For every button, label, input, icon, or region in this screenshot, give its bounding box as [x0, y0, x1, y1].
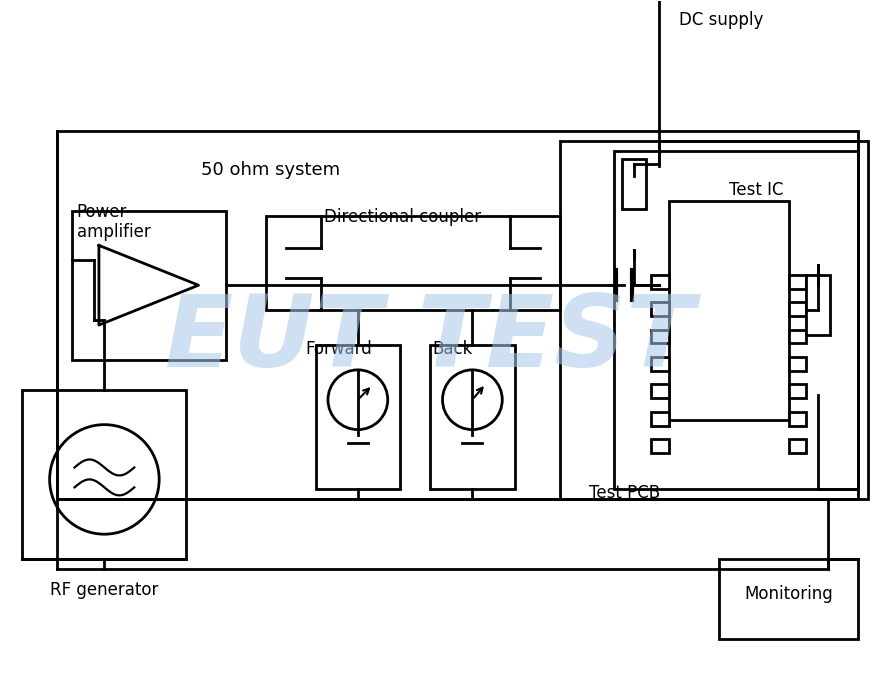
- Bar: [789, 384, 806, 398]
- Text: EUT TEST: EUT TEST: [166, 291, 695, 388]
- Text: Test PCB: Test PCB: [589, 485, 661, 502]
- Bar: [651, 384, 669, 398]
- Text: 50 ohm system: 50 ohm system: [201, 160, 340, 179]
- Bar: [57, 131, 859, 499]
- Bar: [651, 330, 669, 344]
- Bar: [789, 439, 806, 453]
- Bar: [651, 357, 669, 371]
- Bar: [719, 559, 859, 639]
- Text: Directional coupler: Directional coupler: [324, 208, 481, 226]
- Text: RF generator: RF generator: [51, 581, 159, 599]
- Bar: [22, 390, 186, 559]
- Text: Back: Back: [432, 340, 472, 358]
- Bar: [651, 302, 669, 316]
- Bar: [266, 216, 560, 310]
- Text: Power
amplifier: Power amplifier: [76, 203, 151, 241]
- Bar: [789, 412, 806, 426]
- Bar: [651, 275, 669, 288]
- Bar: [622, 159, 646, 208]
- Bar: [651, 439, 669, 453]
- Bar: [430, 345, 515, 489]
- Bar: [614, 151, 859, 489]
- Bar: [315, 345, 400, 489]
- Text: DC supply: DC supply: [679, 11, 764, 30]
- Bar: [560, 141, 868, 499]
- Text: Monitoring: Monitoring: [744, 585, 833, 603]
- Text: Test IC: Test IC: [729, 181, 783, 199]
- Bar: [651, 412, 669, 426]
- Bar: [72, 210, 226, 360]
- Bar: [789, 302, 806, 316]
- Bar: [789, 357, 806, 371]
- Text: Forward: Forward: [306, 340, 372, 358]
- Bar: [789, 275, 806, 288]
- Bar: [806, 275, 830, 335]
- Bar: [669, 201, 789, 420]
- Bar: [789, 330, 806, 344]
